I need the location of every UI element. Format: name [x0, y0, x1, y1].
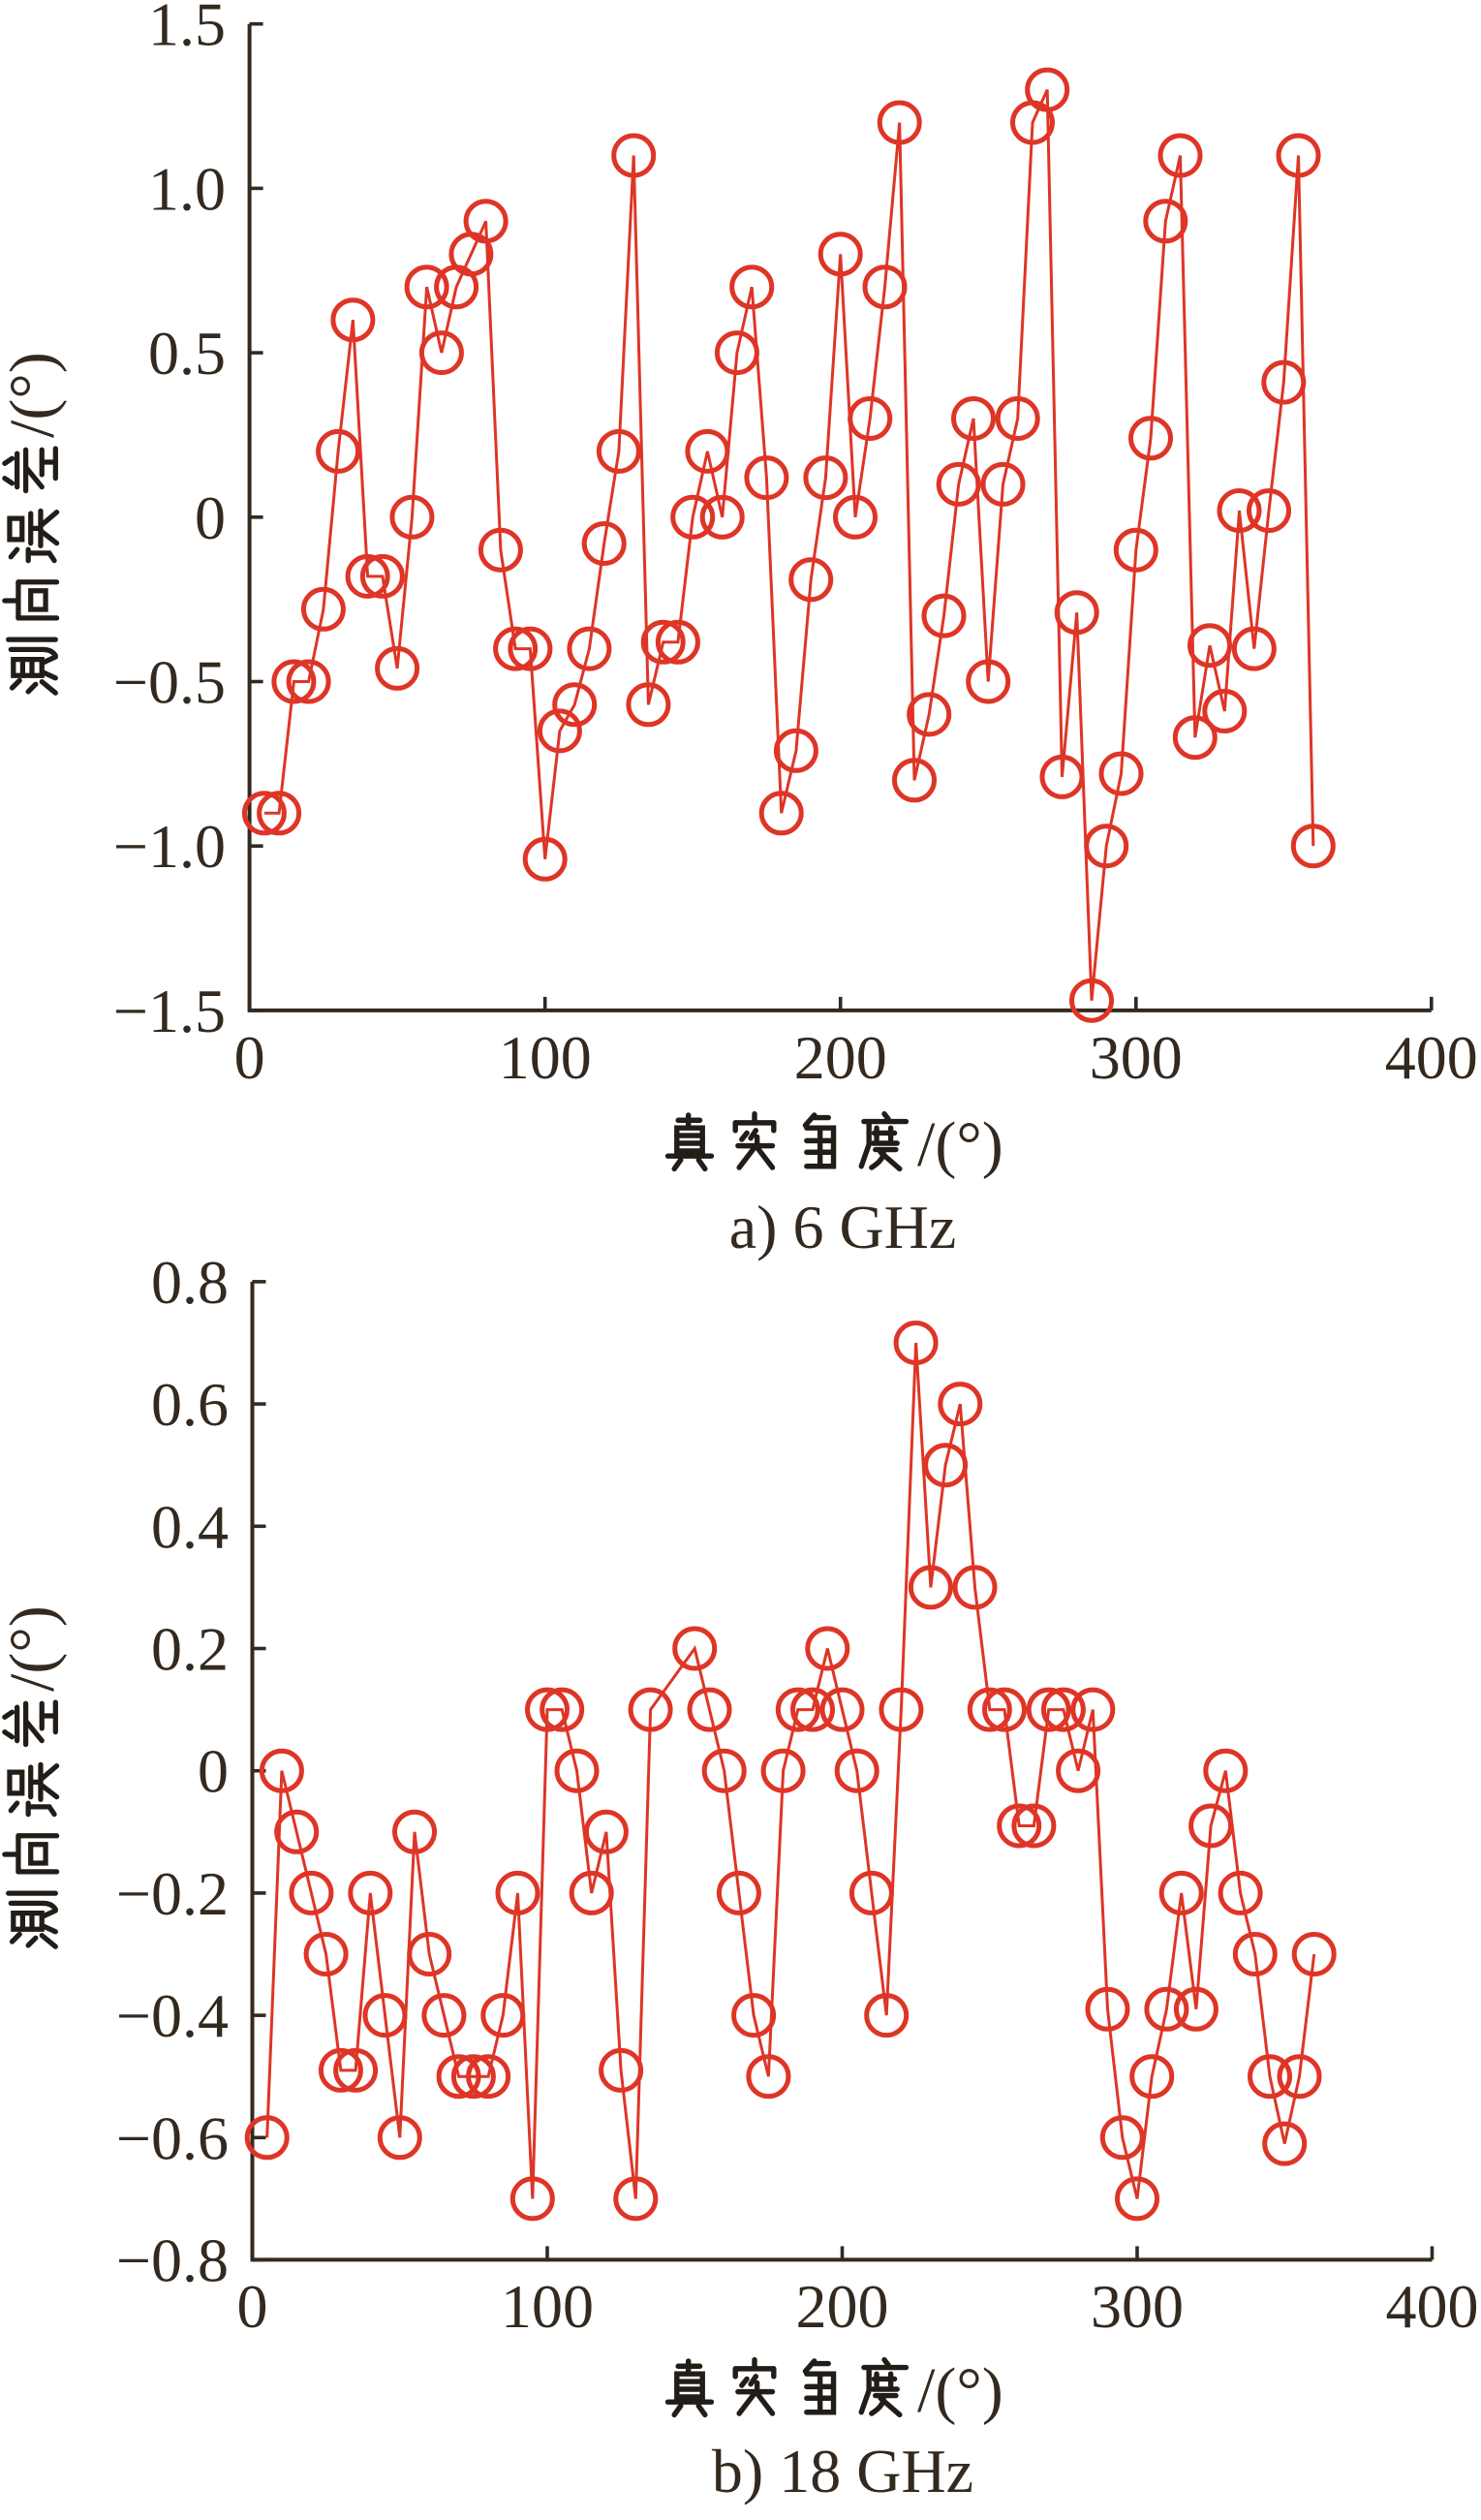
- svg-text:0: 0: [195, 483, 226, 552]
- svg-text:1.5: 1.5: [148, 0, 226, 59]
- svg-text:300: 300: [1090, 1023, 1183, 1092]
- svg-text:−0.8: −0.8: [116, 2226, 229, 2295]
- svg-text:−0.4: −0.4: [116, 1981, 229, 2050]
- svg-text:200: 200: [794, 1023, 887, 1092]
- svg-text:0.6: 0.6: [151, 1370, 229, 1439]
- svg-text:/(°): /(°): [0, 352, 68, 438]
- svg-text:0: 0: [198, 1737, 229, 1806]
- svg-text:100: 100: [499, 1023, 592, 1092]
- svg-text:−1.5: −1.5: [113, 977, 226, 1045]
- svg-text:0.2: 0.2: [151, 1615, 229, 1684]
- svg-text:−0.2: −0.2: [116, 1859, 229, 1928]
- svg-text:a) 6 GHz: a) 6 GHz: [729, 1193, 957, 1261]
- svg-text:−0.5: −0.5: [113, 648, 226, 717]
- svg-text:−0.6: −0.6: [116, 2103, 229, 2172]
- svg-text:400: 400: [1386, 2272, 1479, 2341]
- svg-text:/(°): /(°): [917, 1109, 1003, 1180]
- svg-text:/(°): /(°): [0, 1605, 68, 1692]
- svg-text:200: 200: [796, 2272, 889, 2341]
- svg-text:300: 300: [1091, 2272, 1184, 2341]
- svg-text:b) 18 GHz: b) 18 GHz: [712, 2437, 973, 2505]
- svg-text:0.4: 0.4: [151, 1492, 229, 1561]
- svg-text:0.5: 0.5: [148, 319, 226, 388]
- svg-text:0: 0: [237, 2272, 268, 2341]
- svg-text:0: 0: [234, 1023, 265, 1092]
- svg-text:−1.0: −1.0: [113, 812, 226, 881]
- svg-text:/(°): /(°): [917, 2355, 1003, 2426]
- svg-text:1.0: 1.0: [148, 154, 226, 223]
- svg-text:400: 400: [1385, 1023, 1478, 1092]
- svg-text:0.8: 0.8: [151, 1248, 229, 1317]
- svg-text:100: 100: [501, 2272, 594, 2341]
